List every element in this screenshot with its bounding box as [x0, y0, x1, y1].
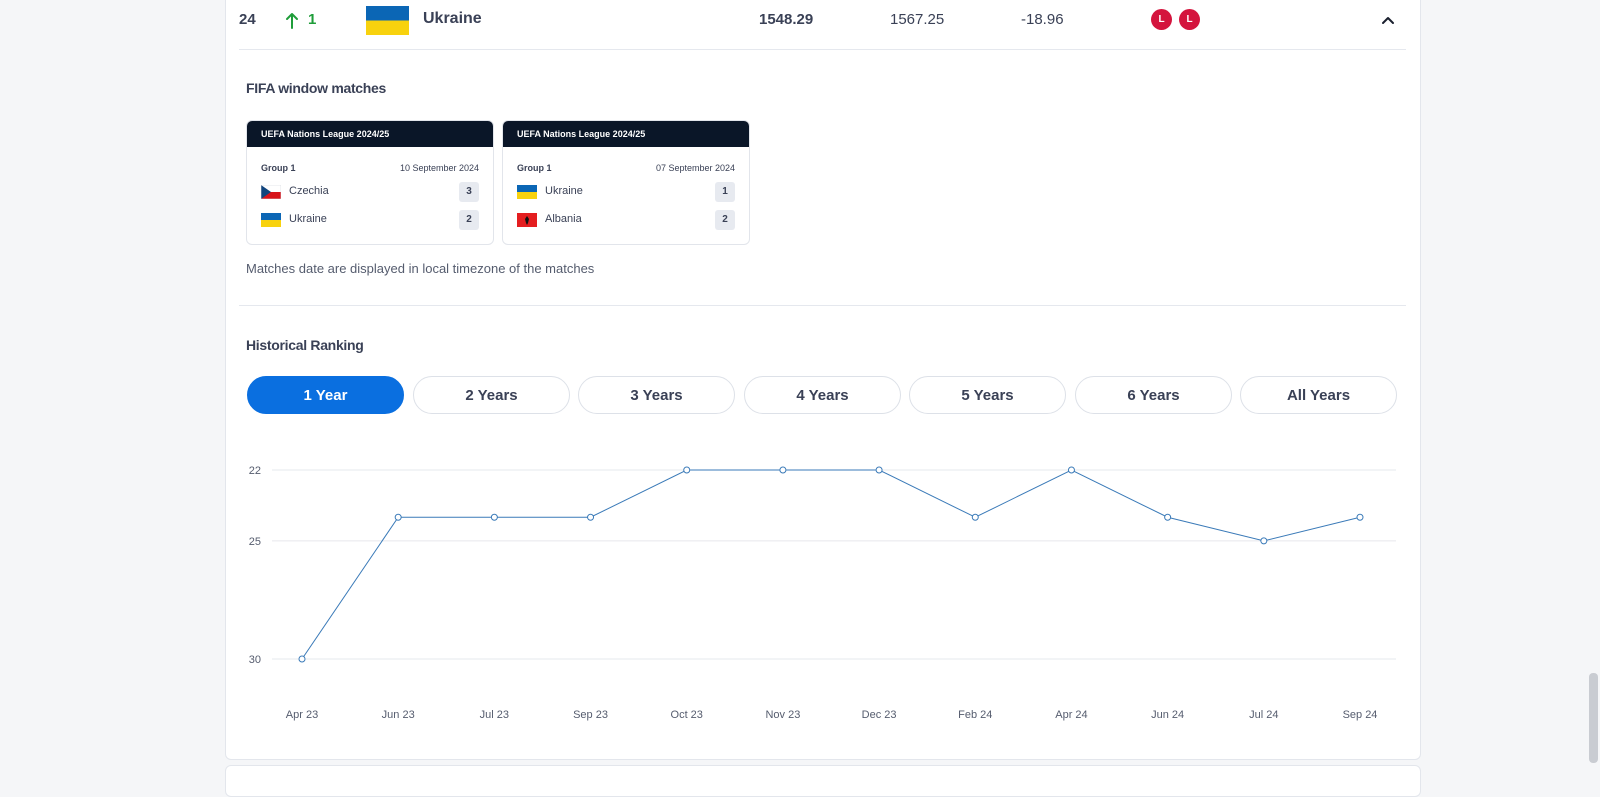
rank-number: 24: [239, 11, 256, 28]
range-all-years-button[interactable]: All Years: [1240, 376, 1397, 414]
range-3-years-button[interactable]: 3 Years: [578, 376, 735, 414]
x-tick-label: Sep 24: [1343, 709, 1378, 721]
data-point[interactable]: [1164, 513, 1172, 521]
x-tick-label: Sep 23: [573, 709, 608, 721]
result-badge-loss: L: [1151, 9, 1172, 30]
data-point[interactable]: [490, 513, 498, 521]
data-point[interactable]: [683, 466, 691, 474]
x-tick-label: Nov 23: [765, 709, 800, 721]
x-tick-label: Feb 24: [958, 709, 992, 721]
match-date: 10 September 2024: [399, 163, 479, 173]
range-5-years-button[interactable]: 5 Years: [909, 376, 1066, 414]
data-point[interactable]: [1067, 466, 1075, 474]
historical-ranking-title: Historical Ranking: [246, 337, 364, 353]
range-6-years-button[interactable]: 6 Years: [1075, 376, 1232, 414]
team-name: Ukraine: [545, 185, 583, 197]
x-tick-label: Dec 23: [862, 709, 897, 721]
x-tick-label: Apr 23: [286, 709, 318, 721]
scrollbar-thumb[interactable]: [1589, 673, 1598, 763]
team-score: 2: [459, 210, 479, 230]
team-name: Ukraine: [289, 213, 327, 225]
data-point[interactable]: [298, 655, 306, 663]
team-score: 1: [715, 182, 735, 202]
match-group: Group 1: [517, 163, 552, 173]
points-change: -18.96: [1021, 11, 1064, 28]
divider: [239, 49, 1406, 50]
match-team-row: Ukraine 1: [517, 182, 735, 202]
ukraine-flag-icon: [517, 185, 537, 199]
country-name: Ukraine: [423, 10, 482, 27]
chevron-up-icon[interactable]: [1380, 12, 1396, 28]
data-point[interactable]: [1356, 513, 1364, 521]
data-point[interactable]: [971, 513, 979, 521]
rank-movement: 1: [308, 11, 317, 28]
result-badge-loss: L: [1179, 9, 1200, 30]
match-date: 07 September 2024: [655, 163, 735, 173]
data-point[interactable]: [1260, 537, 1268, 545]
match-competition: UEFA Nations League 2024/25: [503, 121, 749, 147]
ranking-line: [301, 469, 1361, 660]
y-tick-label: 30: [249, 654, 261, 666]
data-point[interactable]: [587, 513, 595, 521]
team-score: 3: [459, 182, 479, 202]
ranking-row[interactable]: 24 1 Ukraine 1548.29 1567.25 -18.96 L L: [0, 0, 1600, 50]
team-score: 2: [715, 210, 735, 230]
match-team-row: Czechia 3: [261, 182, 479, 202]
divider: [239, 305, 1406, 306]
x-tick-label: Jun 24: [1151, 709, 1184, 721]
x-tick-label: Oct 23: [671, 709, 703, 721]
match-group: Group 1: [261, 163, 296, 173]
match-competition: UEFA Nations League 2024/25: [247, 121, 493, 147]
x-tick-label: Jun 23: [382, 709, 415, 721]
albania-flag-icon: [517, 213, 537, 227]
czechia-flag-icon: [261, 185, 281, 199]
y-tick-label: 25: [249, 536, 261, 548]
arrow-up-icon: [286, 13, 298, 29]
ukraine-flag-icon: [366, 6, 409, 35]
match-card[interactable]: UEFA Nations League 2024/25 Group 1 07 S…: [502, 120, 750, 245]
match-team-row: Ukraine 2: [261, 210, 479, 230]
fifa-window-title: FIFA window matches: [246, 80, 387, 96]
total-points: 1548.29: [759, 11, 814, 28]
range-2-years-button[interactable]: 2 Years: [413, 376, 570, 414]
range-4-years-button[interactable]: 4 Years: [744, 376, 901, 414]
match-card[interactable]: UEFA Nations League 2024/25 Group 1 10 S…: [246, 120, 494, 245]
previous-points: 1567.25: [890, 11, 945, 28]
range-1-year-button[interactable]: 1 Year: [247, 376, 404, 414]
match-team-row: Albania 2: [517, 210, 735, 230]
x-tick-label: Apr 24: [1055, 709, 1087, 721]
x-tick-label: Jul 23: [480, 709, 509, 721]
timezone-note: Matches date are displayed in local time…: [246, 261, 595, 276]
team-name: Czechia: [289, 185, 329, 197]
historical-ranking-chart: 22 25 30 Apr 23 Jun 23 Jul 23 Sep 23 Oct 23 Nov …: [249, 465, 1396, 721]
ukraine-flag-icon: [261, 213, 281, 227]
data-point[interactable]: [394, 513, 402, 521]
data-point[interactable]: [875, 466, 883, 474]
y-tick-label: 22: [249, 465, 261, 477]
x-tick-label: Jul 24: [1249, 709, 1278, 721]
team-name: Albania: [545, 213, 582, 225]
data-point[interactable]: [779, 466, 787, 474]
